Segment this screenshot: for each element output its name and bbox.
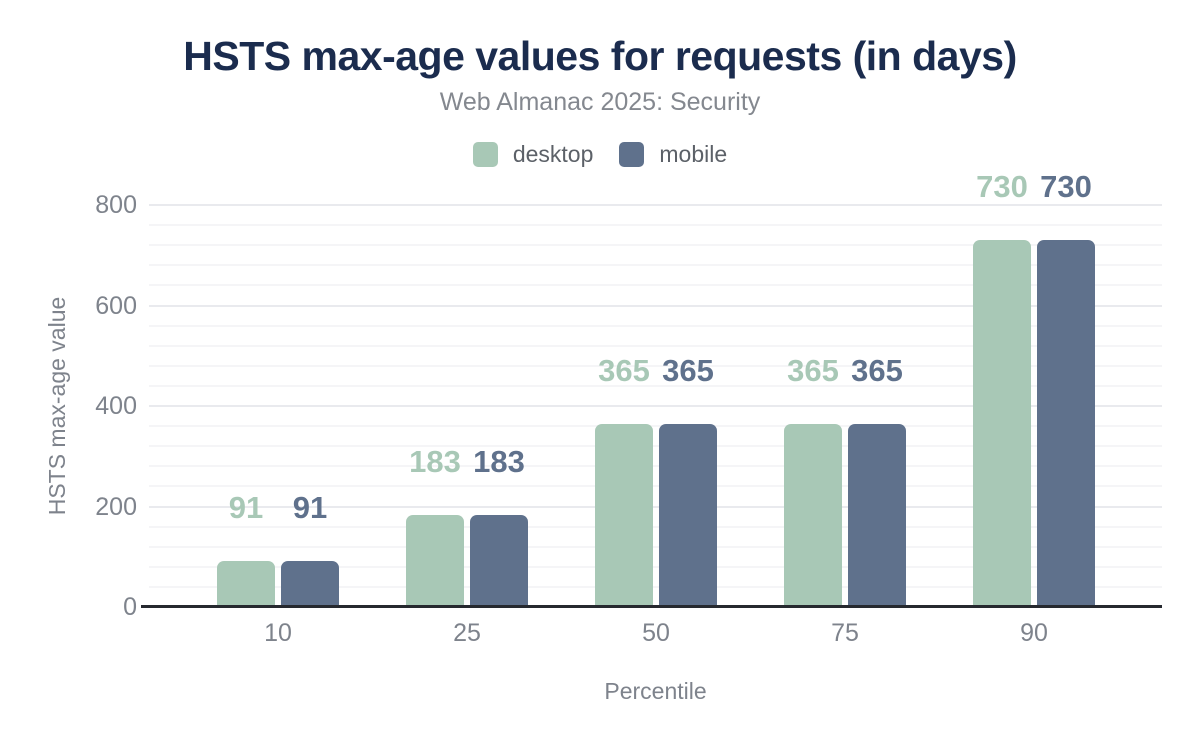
x-tick-label-10: 10 <box>264 619 292 647</box>
bar-desktop-p25[interactable] <box>406 515 464 608</box>
legend-label-mobile: mobile <box>659 140 728 167</box>
gridline-minor <box>149 324 1162 327</box>
bar-mobile-p75[interactable] <box>848 423 906 608</box>
legend-swatch-desktop <box>472 141 498 167</box>
value-label-desktop-p10: 91 <box>228 490 264 526</box>
gridline-minor <box>149 445 1162 448</box>
x-tick-label-25: 25 <box>453 619 481 647</box>
gridline-minor <box>149 425 1162 428</box>
legend-swatch-mobile <box>619 141 645 167</box>
bar-mobile-p50[interactable] <box>659 423 717 608</box>
y-tick-label: 800 <box>95 191 137 219</box>
value-label-mobile-p50: 365 <box>662 352 714 388</box>
chart-subtitle: Web Almanac 2025: Security <box>439 88 761 116</box>
y-tick-label: 0 <box>123 593 137 621</box>
x-axis-line <box>141 605 1162 608</box>
value-label-mobile-p90: 730 <box>1040 169 1092 205</box>
gridline-major <box>149 304 1162 307</box>
bar-mobile-p90[interactable] <box>1037 240 1095 608</box>
x-tick-label-50: 50 <box>642 619 670 647</box>
value-label-mobile-p25: 183 <box>473 444 525 480</box>
value-label-desktop-p75: 365 <box>787 352 839 388</box>
gridline-minor <box>149 284 1162 287</box>
value-label-mobile-p10: 91 <box>292 490 328 526</box>
y-tick-label: 400 <box>95 392 137 420</box>
legend: desktop mobile <box>0 140 1200 168</box>
value-label-desktop-p25: 183 <box>409 444 461 480</box>
x-tick-label-90: 90 <box>1020 619 1048 647</box>
gridline-minor <box>149 244 1162 247</box>
gridline-major <box>149 204 1162 206</box>
gridline-minor <box>149 224 1162 227</box>
gridline-minor <box>149 264 1162 267</box>
bar-desktop-p10[interactable] <box>217 561 275 608</box>
bar-mobile-p25[interactable] <box>470 515 528 608</box>
gridline-minor <box>149 545 1162 548</box>
y-tick-label: 200 <box>95 492 137 521</box>
legend-label-desktop: desktop <box>512 140 594 167</box>
gridline-minor <box>149 585 1162 588</box>
gridline-minor <box>149 384 1162 387</box>
gridline-minor <box>149 565 1162 568</box>
bar-mobile-p10[interactable] <box>281 561 339 608</box>
value-label-desktop-p50: 365 <box>598 352 650 388</box>
bar-desktop-p50[interactable] <box>595 423 653 608</box>
gridline-minor <box>149 364 1162 367</box>
chart-title: HSTS max-age values for requests (in day… <box>183 33 1017 79</box>
bar-desktop-p75[interactable] <box>784 423 842 608</box>
bar-desktop-p90[interactable] <box>973 240 1031 608</box>
gridline-minor <box>149 485 1162 488</box>
y-tick-label: 600 <box>95 291 137 320</box>
gridline-minor <box>149 525 1162 528</box>
gridline-major <box>149 505 1162 508</box>
gridline-minor <box>149 344 1162 347</box>
gridline-minor <box>149 465 1162 468</box>
x-axis-title: Percentile <box>604 678 707 704</box>
legend-item-mobile[interactable]: mobile <box>619 141 727 168</box>
value-label-mobile-p75: 365 <box>851 352 903 388</box>
gridline-major <box>149 405 1162 407</box>
x-tick-label-75: 75 <box>831 619 859 647</box>
value-label-desktop-p90: 730 <box>976 169 1028 205</box>
legend-item-desktop[interactable]: desktop <box>472 140 594 168</box>
